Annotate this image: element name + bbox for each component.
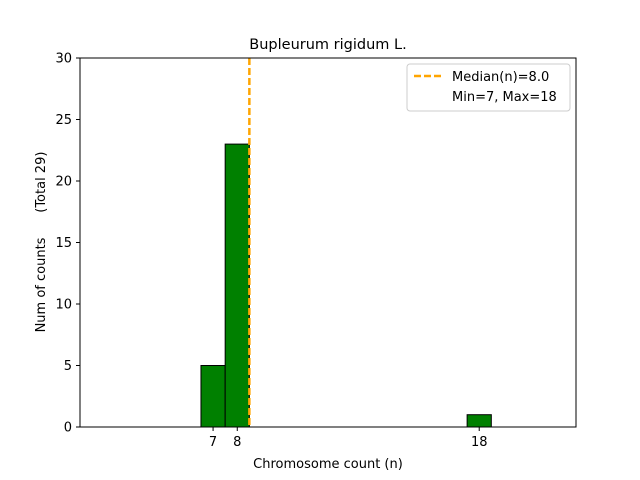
bar [224, 143, 250, 428]
x-axis-ticks: 7 8 18 [209, 427, 488, 450]
y-tick-label: 5 [64, 359, 72, 374]
legend-box [406, 63, 571, 112]
y-axis-ticks: 0 5 10 15 20 25 30 [55, 52, 80, 436]
legend-entry-min-max: Min=7, Max=18 [452, 90, 557, 105]
x-tick-label: 18 [471, 435, 488, 450]
y-tick-label: 25 [55, 113, 72, 128]
chart-title: Bupleurum rigidum L. [249, 37, 406, 53]
x-axis-label: Chromosome count (n) [253, 457, 403, 472]
y-tick-label: 10 [55, 298, 72, 313]
y-tick-label: 15 [55, 236, 72, 251]
x-tick-label: 8 [233, 435, 241, 450]
bars-layer [200, 143, 492, 428]
y-axis-label: Num of counts (Total 29) [34, 152, 49, 333]
bar [466, 414, 492, 428]
legend: Median(n)=8.0 Min=7, Max=18 [406, 63, 571, 112]
y-tick-label: 30 [55, 52, 72, 67]
legend-entry-median: Median(n)=8.0 [452, 70, 549, 85]
bar [200, 365, 226, 428]
y-tick-label: 0 [64, 421, 72, 436]
x-tick-label: 7 [209, 435, 217, 450]
y-tick-label: 20 [55, 175, 72, 190]
